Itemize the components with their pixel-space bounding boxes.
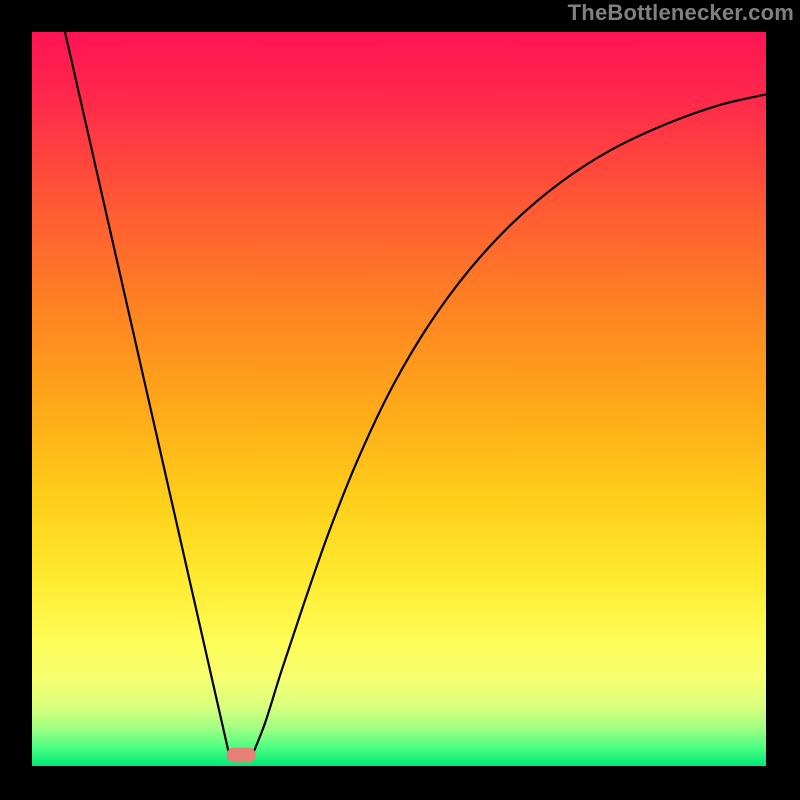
chart-svg bbox=[0, 0, 800, 800]
watermark: TheBottlenecker.com bbox=[568, 0, 794, 26]
plot-area bbox=[32, 32, 766, 766]
chart-container: TheBottlenecker.com bbox=[0, 0, 800, 800]
watermark-text: TheBottlenecker.com bbox=[568, 0, 794, 26]
optimal-marker bbox=[227, 748, 256, 763]
